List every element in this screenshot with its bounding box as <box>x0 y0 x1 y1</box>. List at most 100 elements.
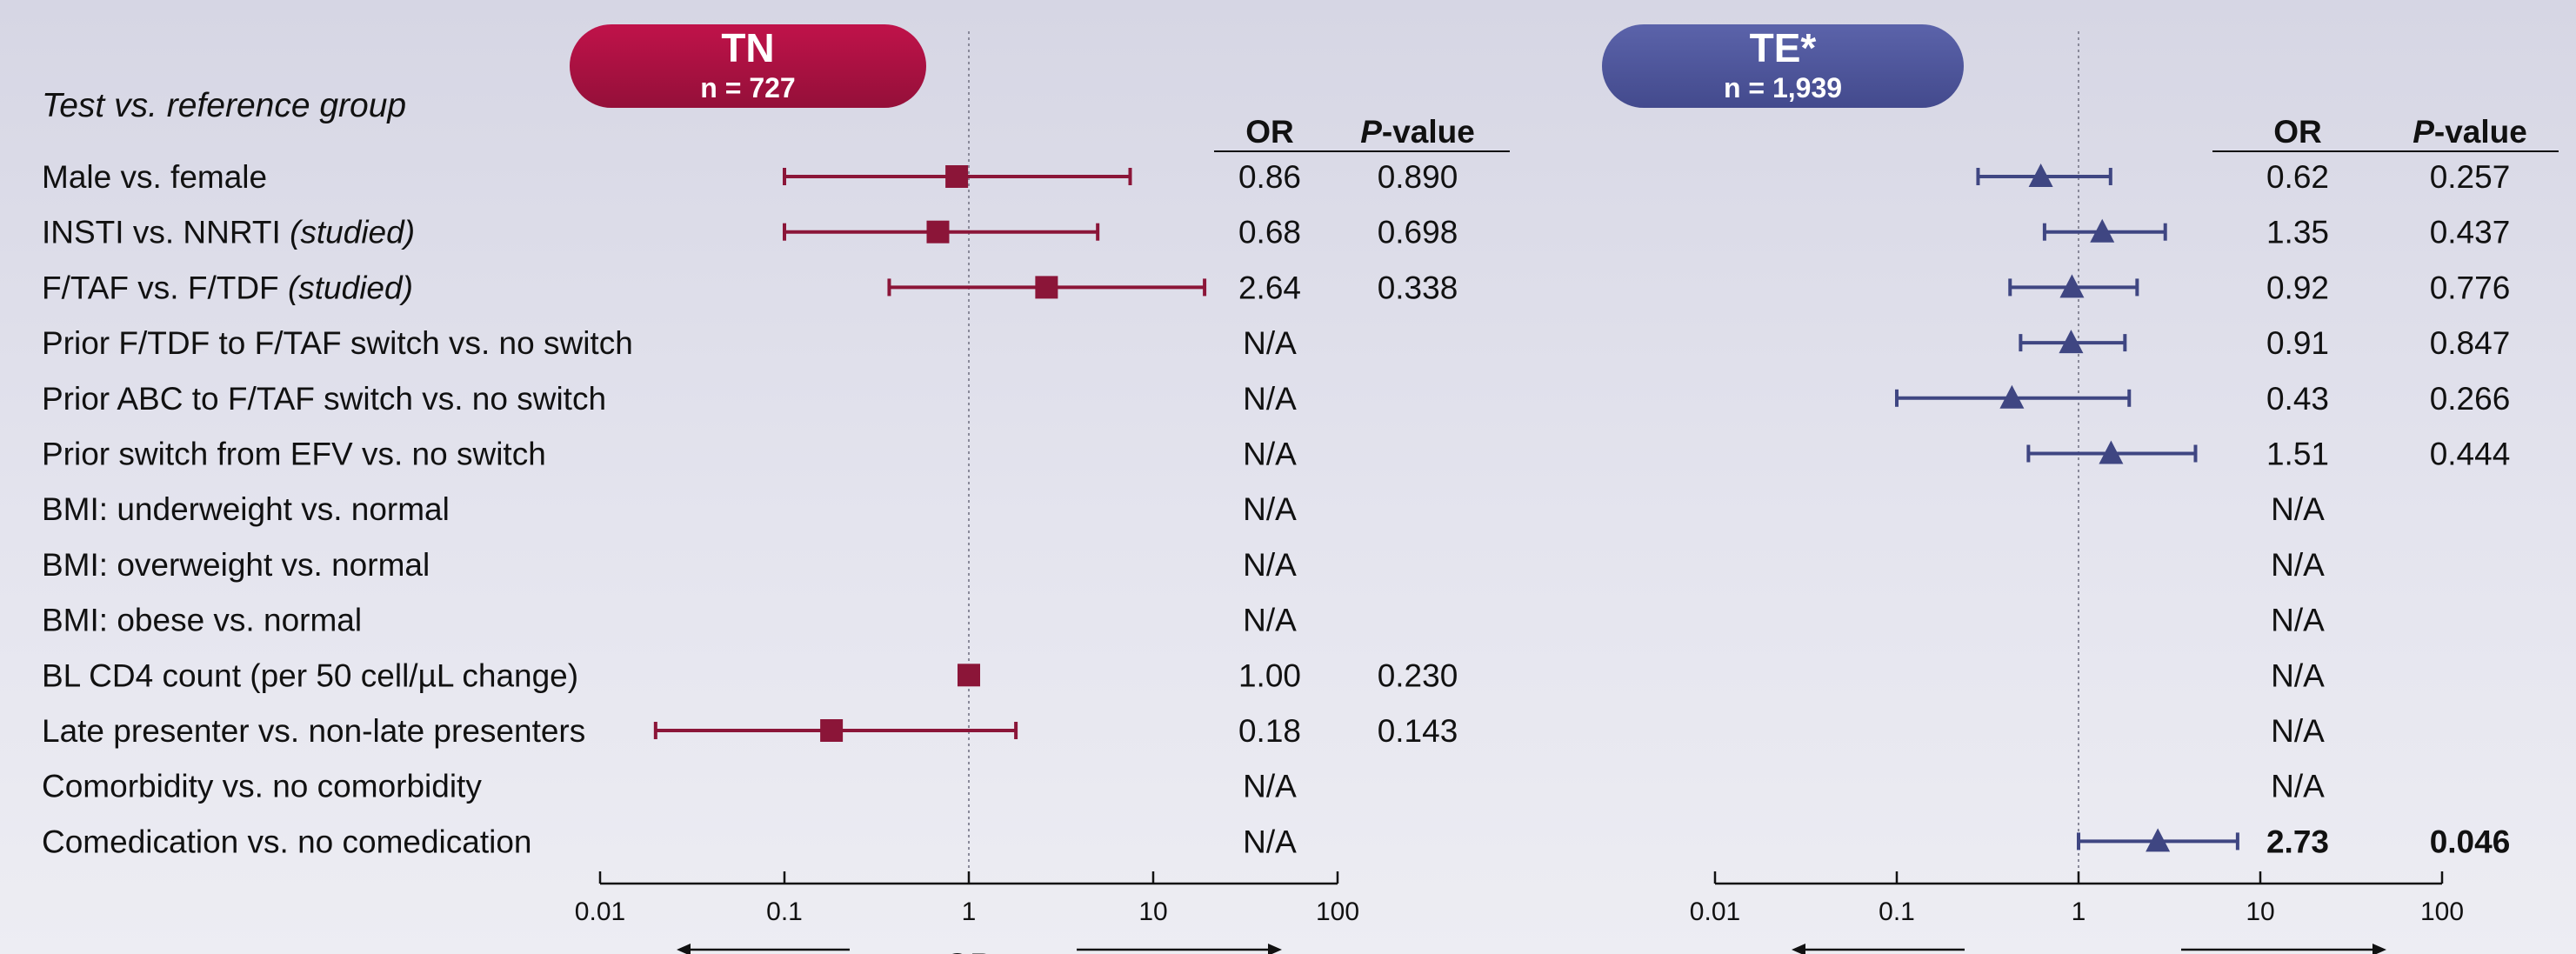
tn-or-value: 0.18 <box>1238 713 1301 749</box>
tn-pill-shape <box>570 24 926 108</box>
plot-marks: 0.86 0.890 0.68 0.698 2.64 0.338 N/A N/A N/A N/A N… <box>653 31 2511 880</box>
tn-header-pill: TN n = 727 <box>570 24 926 108</box>
row-label-text: F/TAF vs. F/TDF <box>42 270 288 305</box>
tn-p-header-italic: P <box>1360 114 1382 150</box>
tn-p-value: 0.698 <box>1378 215 1458 250</box>
row-label: Prior ABC to F/TAF switch vs. no switch <box>42 381 606 417</box>
tn-or-value: N/A <box>1243 491 1297 527</box>
te-p-header: P-value <box>2412 114 2527 150</box>
tn-or-value: N/A <box>1243 824 1297 859</box>
tn-or-marker <box>1035 276 1058 299</box>
te-or-value: N/A <box>2271 713 2325 749</box>
row-label: Comorbidity vs. no comorbidity <box>42 769 482 804</box>
tn-or-value: N/A <box>1243 603 1297 638</box>
row-label-text: Male vs. female <box>42 159 267 195</box>
tn-tick-label: 0.01 <box>575 897 625 926</box>
row-label-text: Prior ABC to F/TAF switch vs. no switch <box>42 381 606 417</box>
tn-p-value: 0.338 <box>1378 270 1458 305</box>
tn-left-arrowhead <box>677 944 691 954</box>
tn-or-marker <box>926 220 950 244</box>
row-labels: Male vs. female INSTI vs. NNRTI (studied)… <box>42 159 633 859</box>
tn-or-value: 0.68 <box>1238 215 1301 250</box>
te-or-marker <box>2099 440 2124 464</box>
row-label: Late presenter vs. non-late presenters <box>42 713 585 749</box>
tn-or-header: OR <box>1245 114 1294 150</box>
te-p-value: 0.847 <box>2430 325 2511 361</box>
te-p-value: 0.776 <box>2430 270 2511 305</box>
tn-tick-label: 1 <box>962 897 977 926</box>
te-p-value: 0.266 <box>2430 381 2511 417</box>
row-label: Prior F/TDF to F/TAF switch vs. no switc… <box>42 325 633 361</box>
row-label: BL CD4 count (per 50 cell/µL change) <box>42 657 578 693</box>
tn-p-value: 0.143 <box>1378 713 1458 749</box>
te-or-value: 0.92 <box>2266 270 2329 305</box>
te-or-marker <box>2090 218 2115 243</box>
tn-tick-label: 100 <box>1316 897 1359 926</box>
te-or-marker <box>2146 828 2171 852</box>
row-label: BMI: overweight vs. normal <box>42 547 430 583</box>
tn-tick-label: 0.1 <box>766 897 803 926</box>
tn-or-value: N/A <box>1243 769 1297 804</box>
tn-or-value: N/A <box>1243 547 1297 583</box>
row-label-italic: (studied) <box>290 215 415 250</box>
te-right-arrowhead <box>2372 944 2386 954</box>
te-tick-label: 1 <box>2072 897 2086 926</box>
tn-p-value: 0.230 <box>1378 657 1458 693</box>
tn-or-marker <box>820 719 844 742</box>
tn-tick-label: 10 <box>1138 897 1167 926</box>
te-p-value: 0.257 <box>2430 159 2511 195</box>
tn-or-value: N/A <box>1243 381 1297 417</box>
row-label-text: Prior switch from EFV vs. no switch <box>42 437 546 472</box>
te-or-value: 0.43 <box>2266 381 2329 417</box>
te-tick-label: 0.01 <box>1690 897 1740 926</box>
tn-p-value: 0.890 <box>1378 159 1458 195</box>
te-p-value: 0.444 <box>2430 437 2511 472</box>
axes: 0.01 0.1 1 10 100 OR 0.01 0.1 1 10 100 <box>575 871 2464 954</box>
te-or-marker <box>2059 274 2085 298</box>
te-or-value: N/A <box>2271 547 2325 583</box>
section-title: Test vs. reference group <box>42 87 406 124</box>
te-p-value: 0.437 <box>2430 215 2511 250</box>
tn-or-marker <box>958 664 980 687</box>
row-label-italic: (studied) <box>288 270 413 305</box>
tn-panel-n: n = 727 <box>700 72 795 103</box>
row-label: INSTI vs. NNRTI (studied) <box>42 215 415 250</box>
row-label: BMI: underweight vs. normal <box>42 491 450 527</box>
te-or-value: N/A <box>2271 769 2325 804</box>
te-or-value: N/A <box>2271 657 2325 693</box>
tn-p-header: P-value <box>1360 114 1475 150</box>
row-label-text: Late presenter vs. non-late presenters <box>42 713 585 749</box>
te-panel-title: TE* <box>1750 25 1817 70</box>
te-left-arrowhead <box>1792 944 1805 954</box>
row-label-text: BMI: underweight vs. normal <box>42 491 450 527</box>
te-or-value: 1.35 <box>2266 215 2329 250</box>
te-p-value: 0.046 <box>2430 824 2511 859</box>
tn-or-value: 0.86 <box>1238 159 1301 195</box>
row-label: F/TAF vs. F/TDF (studied) <box>42 270 413 305</box>
te-header-pill: TE* n = 1,939 <box>1602 24 1964 108</box>
row-label-text: Comorbidity vs. no comorbidity <box>42 769 482 804</box>
te-tick-label: 0.1 <box>1879 897 1915 926</box>
row-label-text: BMI: overweight vs. normal <box>42 547 430 583</box>
row-label: BMI: obese vs. normal <box>42 603 362 638</box>
te-tick-label: 100 <box>2420 897 2464 926</box>
te-or-value: 1.51 <box>2266 437 2329 472</box>
tn-or-value: N/A <box>1243 325 1297 361</box>
te-pill-shape <box>1602 24 1964 108</box>
te-p-header-italic: P <box>2412 114 2434 150</box>
tn-panel-title: TN <box>721 25 774 70</box>
te-or-marker <box>2059 330 2084 354</box>
row-label: Male vs. female <box>42 159 267 195</box>
te-or-marker <box>2028 163 2053 187</box>
row-label: Prior switch from EFV vs. no switch <box>42 437 546 472</box>
te-or-value: 0.62 <box>2266 159 2329 195</box>
tn-or-marker <box>945 165 969 188</box>
te-or-value: N/A <box>2271 491 2325 527</box>
tn-p-header-rest: -value <box>1382 114 1475 150</box>
row-label-text: Prior F/TDF to F/TAF switch vs. no switc… <box>42 325 633 361</box>
te-tick-label: 10 <box>2246 897 2274 926</box>
row-label-text: BMI: obese vs. normal <box>42 603 362 638</box>
row-label: Comedication vs. no comedication <box>42 824 532 859</box>
te-p-header-rest: -value <box>2434 114 2527 150</box>
te-or-value: 0.91 <box>2266 325 2329 361</box>
